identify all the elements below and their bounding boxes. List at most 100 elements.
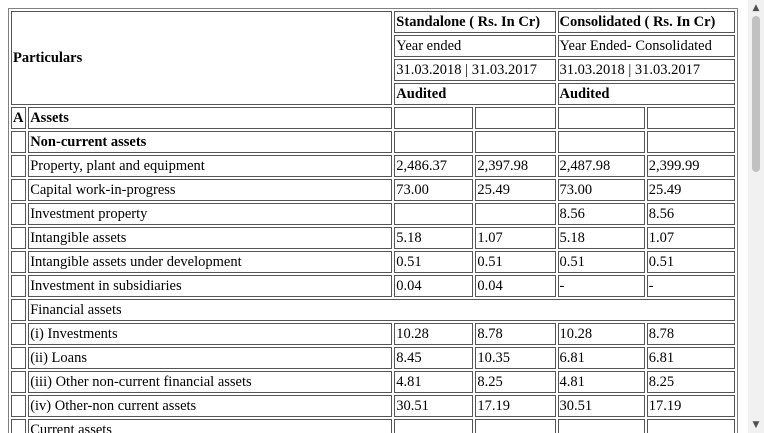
value-cell xyxy=(557,419,645,433)
table-row: Capital work-in-progress 73.00 25.49 73.00 2… xyxy=(11,179,735,201)
header-row-dates: 31.03.2018 | 31.03.2017 31.03.2018 | 31.… xyxy=(11,59,735,81)
table-row: (iii) Other non-current financial assets… xyxy=(11,371,735,393)
row-index-cell xyxy=(11,275,27,297)
page-viewport: Particulars Standalone ( Rs. In Cr) Cons… xyxy=(8,8,738,433)
header-row-title: Particulars Standalone ( Rs. In Cr) Cons… xyxy=(11,11,735,105)
value-cell: 1.07 xyxy=(646,227,735,249)
row-label: (iv) Other-non current assets xyxy=(28,395,393,417)
row-label: Intangible assets under development xyxy=(28,251,393,273)
consolidated-status: Audited xyxy=(557,83,735,105)
value-cell xyxy=(646,419,735,433)
row-index-cell xyxy=(11,419,27,433)
section-title: Assets xyxy=(28,107,393,129)
value-cell: 4.81 xyxy=(557,371,645,393)
row-label: Non-current assets xyxy=(28,131,393,153)
row-index-cell xyxy=(11,179,27,201)
standalone-header: Standalone ( Rs. In Cr) xyxy=(394,11,556,33)
table-row: Current assets xyxy=(11,419,735,433)
value-cell: 30.51 xyxy=(557,395,645,417)
scroll-down-arrow-icon[interactable]: ▼ xyxy=(752,420,760,430)
value-cell xyxy=(394,203,474,225)
value-cell: 10.28 xyxy=(557,323,645,345)
value-cell: 8.25 xyxy=(475,371,556,393)
row-index-cell xyxy=(11,251,27,273)
table-row: (iv) Other-non current assets 30.51 17.19 3… xyxy=(11,395,735,417)
row-label: Current assets xyxy=(28,419,393,433)
value-cell: 0.51 xyxy=(557,251,645,273)
row-index-cell xyxy=(11,227,27,249)
row-label: Property, plant and equipment xyxy=(28,155,393,177)
row-label: Intangible assets xyxy=(28,227,393,249)
row-index-cell xyxy=(11,371,27,393)
value-cell: 0.04 xyxy=(394,275,474,297)
scroll-up-arrow-icon[interactable]: ▲ xyxy=(752,3,760,13)
value-cell xyxy=(394,419,474,433)
row-label: Investment in subsidiaries xyxy=(28,275,393,297)
value-cell: 30.51 xyxy=(394,395,474,417)
financial-results-table: Particulars Standalone ( Rs. In Cr) Cons… xyxy=(8,8,738,433)
consolidated-period: Year Ended- Consolidated xyxy=(557,35,735,57)
particulars-header: Particulars xyxy=(11,11,393,105)
value-cell: 2,397.98 xyxy=(475,155,556,177)
row-label: Capital work-in-progress xyxy=(28,179,393,201)
vertical-scrollbar[interactable]: ▲ ▼ xyxy=(748,0,764,433)
value-cell: 6.81 xyxy=(646,347,735,369)
value-cell: 0.51 xyxy=(394,251,474,273)
standalone-period: Year ended xyxy=(394,35,556,57)
table-row: (i) Investments 10.28 8.78 10.28 8.78 xyxy=(11,323,735,345)
value-cell xyxy=(646,107,735,129)
value-cell: 8.78 xyxy=(646,323,735,345)
row-label: (iii) Other non-current financial assets xyxy=(28,371,393,393)
value-cell: 8.56 xyxy=(646,203,735,225)
consolidated-dates: 31.03.2018 | 31.03.2017 xyxy=(557,59,735,81)
value-cell xyxy=(394,131,474,153)
value-cell xyxy=(394,107,474,129)
row-index-cell xyxy=(11,203,27,225)
value-cell: 8.56 xyxy=(557,203,645,225)
row-index-cell xyxy=(11,347,27,369)
section-row-assets: A Assets xyxy=(11,107,735,129)
value-cell: 17.19 xyxy=(646,395,735,417)
table-row: Investment property 8.56 8.56 xyxy=(11,203,735,225)
table-row: Intangible assets 5.18 1.07 5.18 1.07 xyxy=(11,227,735,249)
value-cell: 0.04 xyxy=(475,275,556,297)
value-cell xyxy=(475,107,556,129)
header-row-status: Audited Audited xyxy=(11,83,735,105)
table-row: Intangible assets under development 0.51 0… xyxy=(11,251,735,273)
row-label: Investment property xyxy=(28,203,393,225)
value-cell xyxy=(475,203,556,225)
value-cell: 2,486.37 xyxy=(394,155,474,177)
standalone-dates: 31.03.2018 | 31.03.2017 xyxy=(394,59,556,81)
scrollbar-thumb[interactable] xyxy=(752,16,760,172)
value-cell: - xyxy=(646,275,735,297)
header-row-period: Year ended Year Ended- Consolidated xyxy=(11,35,735,57)
value-cell: - xyxy=(557,275,645,297)
consolidated-header: Consolidated ( Rs. In Cr) xyxy=(557,11,735,33)
section-letter: A xyxy=(11,107,27,129)
value-cell: 8.78 xyxy=(475,323,556,345)
table-row: Financial assets xyxy=(11,299,735,321)
value-cell: 1.07 xyxy=(475,227,556,249)
value-cell: 10.35 xyxy=(475,347,556,369)
value-cell: 0.51 xyxy=(646,251,735,273)
table-row: Non-current assets xyxy=(11,131,735,153)
row-label: (ii) Loans xyxy=(28,347,393,369)
value-cell xyxy=(475,131,556,153)
value-cell xyxy=(557,107,645,129)
value-cell xyxy=(646,131,735,153)
row-index-cell xyxy=(11,395,27,417)
row-label: (i) Investments xyxy=(28,323,393,345)
value-cell: 10.28 xyxy=(394,323,474,345)
row-index-cell xyxy=(11,131,27,153)
value-cell: 8.45 xyxy=(394,347,474,369)
table-row: Property, plant and equipment 2,486.37 2,3… xyxy=(11,155,735,177)
row-index-cell xyxy=(11,299,27,321)
value-cell: 2,487.98 xyxy=(557,155,645,177)
value-cell: 25.49 xyxy=(646,179,735,201)
value-cell: 8.25 xyxy=(646,371,735,393)
table-row: (ii) Loans 8.45 10.35 6.81 6.81 xyxy=(11,347,735,369)
value-cell xyxy=(557,131,645,153)
table-row: Investment in subsidiaries 0.04 0.04- - xyxy=(11,275,735,297)
value-cell: 17.19 xyxy=(475,395,556,417)
value-cell xyxy=(475,419,556,433)
